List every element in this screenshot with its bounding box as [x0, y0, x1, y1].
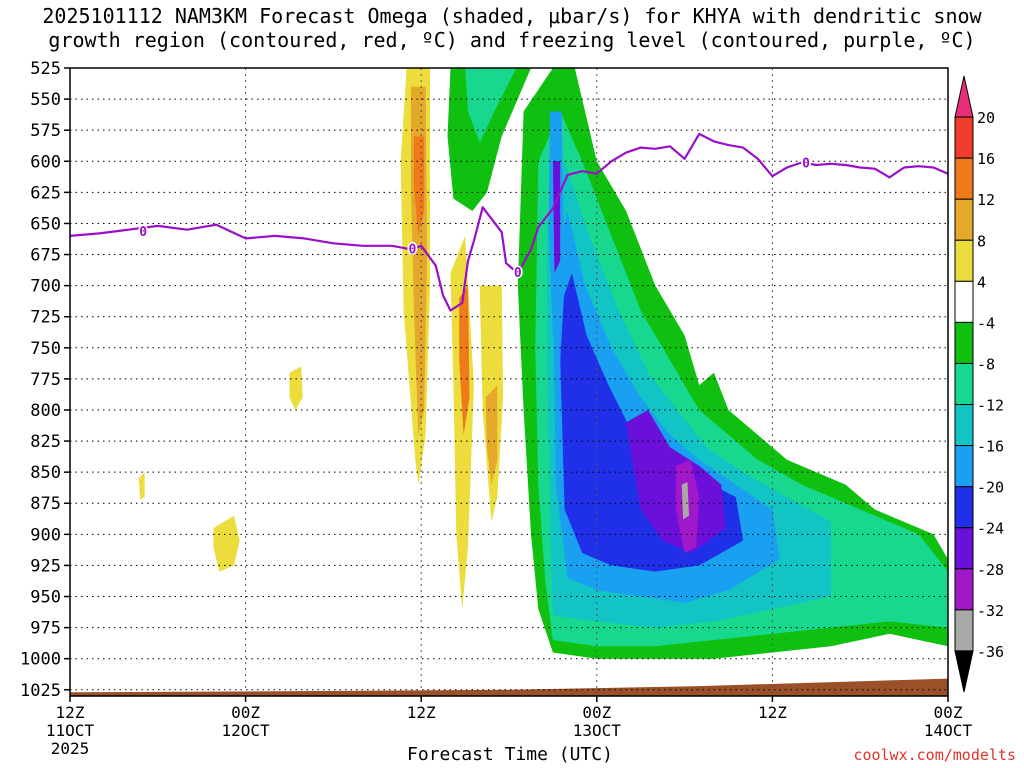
colorbar-bin-4 [954, 239, 974, 282]
y-tick-label-1025: 1025 [20, 681, 61, 701]
colorbar-bin-6 [954, 321, 974, 364]
colorbar-label-11: -28 [977, 561, 1004, 579]
y-tick-label-600: 600 [30, 152, 61, 172]
chart-title: 2025101112 NAM3KM Forecast Omega (shaded… [0, 4, 1024, 52]
y-tick-label-950: 950 [30, 588, 61, 608]
colorbar-label-5: -4 [977, 314, 995, 332]
x-tick-label-4: 12Z [758, 703, 787, 722]
plot-frame [69, 67, 949, 697]
colorbar-label-3: 8 [977, 232, 986, 250]
y-tick-label-550: 550 [30, 90, 61, 110]
colorbar-label-4: 4 [977, 273, 986, 291]
y-tick-label-700: 700 [30, 277, 61, 297]
colorbar-bin-10 [954, 486, 974, 529]
freezing-label-1: 0 [409, 242, 417, 257]
x-tick-date-5: 14OCT [924, 721, 973, 740]
freezing-level-line [70, 132, 948, 312]
y-tick-label-750: 750 [30, 339, 61, 359]
x-tick-label-5: 00Z [934, 703, 963, 722]
colorbar-bin-12 [954, 568, 974, 611]
y-tick-label-925: 925 [30, 556, 61, 576]
terrain [70, 678, 948, 696]
omega-region-small-patch-c [138, 472, 145, 500]
y-tick-label-900: 900 [30, 525, 61, 545]
colorbar-label-6: -8 [977, 355, 995, 373]
omega-region-column-indigo [552, 161, 561, 274]
x-tick-label-0: 12Z [56, 703, 85, 722]
x-tick-label-2: 12Z [407, 703, 436, 722]
freezing-label-2: 0 [514, 266, 522, 281]
omega-region-ascent-upper-cyan [465, 68, 517, 143]
colorbar-bin-1 [954, 116, 974, 159]
colorbar-bin-2 [954, 157, 974, 200]
colorbar-label-9: -20 [977, 479, 1004, 497]
colorbar-bin-8 [954, 404, 974, 447]
y-tick-label-825: 825 [30, 432, 61, 452]
colorbar-label-7: -12 [977, 397, 1004, 415]
y-tick-label-650: 650 [30, 214, 61, 234]
chart-title-line-2: growth region (contoured, red, ºC) and f… [48, 28, 976, 52]
colorbar-bin-11 [954, 527, 974, 570]
y-tick-label-875: 875 [30, 494, 61, 514]
x-tick-year-0: 2025 [51, 739, 90, 758]
freezing-label-0: 0 [139, 225, 147, 240]
colorbar-bin-13 [954, 609, 974, 652]
omega-shading [138, 68, 948, 659]
colorbar-label-0: 20 [977, 109, 995, 127]
y-tick-label-775: 775 [30, 370, 61, 390]
chart-title-line-1: 2025101112 NAM3KM Forecast Omega (shaded… [42, 4, 982, 28]
x-tick-label-1: 00Z [231, 703, 260, 722]
y-tick-label-975: 975 [30, 619, 61, 639]
x-tick-date-1: 12OCT [222, 721, 271, 740]
x-axis-label: Forecast Time (UTC) [407, 744, 613, 765]
omega-region-descent-ribbon-2-core [459, 285, 470, 435]
omega-region-descent-ribbon-2 [450, 235, 474, 609]
freezing-level-contour: 0 0 0 0 [70, 132, 948, 312]
colorbar-label-12: -32 [977, 602, 1004, 620]
colorbar-label-13: -36 [977, 643, 1004, 661]
colorbar-bin-5 [954, 280, 974, 323]
omega-region-ascent-main-gray [681, 482, 689, 520]
y-tick-label-800: 800 [30, 401, 61, 421]
freezing-label-bg-0 [138, 224, 149, 238]
omega-region-small-patch-a [289, 366, 303, 410]
terrain-fill [70, 678, 948, 696]
colorbar-label-10: -24 [977, 520, 1004, 538]
colorbar-bin-14 [954, 650, 974, 693]
freezing-label-bg-1 [407, 241, 418, 255]
omega-region-descent-ribbon-1-peak [413, 136, 425, 236]
x-tick-label-3: 00Z [582, 703, 611, 722]
y-tick-label-675: 675 [30, 246, 61, 266]
y-tick-label-725: 725 [30, 308, 61, 328]
freezing-label-3: 0 [802, 157, 810, 172]
x-tick-date-3: 13OCT [573, 721, 622, 740]
y-tick-label-850: 850 [30, 463, 61, 483]
credit-text: coolwx.com/modelts [853, 746, 1016, 764]
colorbar: 20 16 12 8 4 -4 -8 -12 -16 -20 -24 -28 -32 -36 [954, 75, 1004, 693]
y-tick-label-525: 525 [30, 59, 61, 79]
y-tick-label-1000: 1000 [20, 650, 61, 670]
y-tick-label-575: 575 [30, 121, 61, 141]
colorbar-bin-0 [954, 75, 974, 118]
freezing-label-bg-3 [801, 156, 812, 170]
y-tick-label-625: 625 [30, 183, 61, 203]
y-axis: 525 550 575 600 625 650 675 700 725 750 775 800 825 8… [20, 59, 70, 701]
colorbar-bin-7 [954, 362, 974, 406]
omega-region-small-patch-b [213, 515, 240, 572]
colorbar-label-2: 12 [977, 191, 995, 209]
colorbar-bin-3 [954, 198, 974, 241]
colorbar-label-1: 16 [977, 150, 995, 168]
colorbar-bin-9 [954, 445, 974, 488]
freezing-label-bg-2 [512, 265, 523, 279]
colorbar-label-8: -16 [977, 438, 1004, 456]
x-tick-date-0: 11OCT [46, 721, 95, 740]
